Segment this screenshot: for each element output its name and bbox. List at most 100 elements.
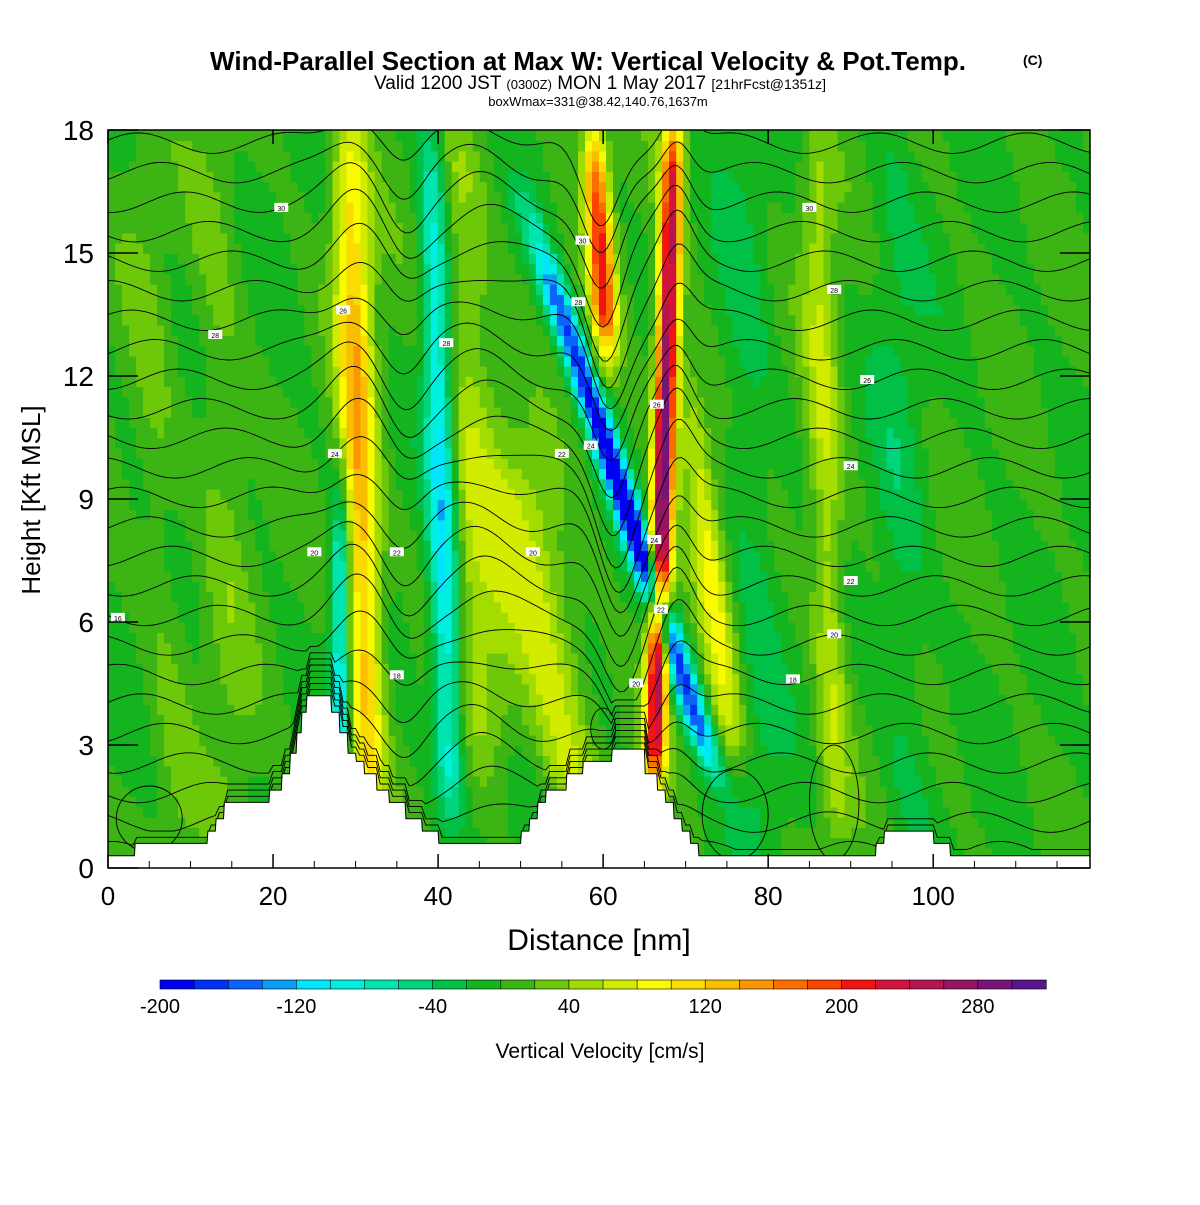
velocity-cell — [276, 529, 285, 541]
velocity-cell — [290, 314, 299, 326]
velocity-cell — [283, 191, 292, 203]
velocity-cell — [178, 201, 186, 213]
velocity-cell — [388, 232, 397, 244]
velocity-cell — [136, 171, 144, 183]
velocity-cell — [381, 253, 390, 265]
velocity-cell — [409, 355, 418, 367]
velocity-cell — [171, 488, 179, 500]
velocity-cell — [528, 488, 537, 500]
velocity-cell — [220, 396, 228, 408]
velocity-cell — [549, 150, 558, 162]
velocity-cell — [549, 365, 558, 377]
velocity-cell — [535, 150, 544, 162]
velocity-cell — [416, 642, 425, 654]
velocity-cell — [381, 160, 390, 172]
velocity-cell — [542, 160, 551, 172]
velocity-cell — [255, 745, 264, 757]
velocity-cell — [178, 775, 186, 787]
velocity-cell — [507, 345, 516, 357]
velocity-cell — [486, 652, 495, 664]
velocity-cell — [192, 201, 200, 213]
velocity-cell — [311, 570, 320, 582]
velocity-cell — [241, 550, 250, 562]
velocity-cell — [220, 283, 228, 295]
velocity-cell — [122, 150, 130, 162]
velocity-cell — [395, 253, 404, 265]
velocity-cell — [402, 427, 411, 439]
velocity-cell — [585, 171, 593, 183]
velocity-cell — [388, 775, 397, 787]
velocity-cell — [549, 693, 558, 705]
velocity-cell — [353, 181, 362, 193]
velocity-cell — [542, 171, 551, 183]
velocity-cell — [514, 499, 523, 511]
velocity-cell — [493, 622, 502, 634]
velocity-cell — [465, 222, 474, 234]
velocity-cell — [164, 683, 172, 695]
velocity-cell — [269, 242, 278, 254]
velocity-cell — [585, 222, 593, 234]
velocity-cell — [578, 458, 586, 470]
velocity-cell — [248, 242, 257, 254]
velocity-cell — [472, 581, 481, 593]
velocity-cell — [304, 499, 313, 511]
velocity-cell — [458, 191, 467, 203]
velocity-cell — [185, 427, 193, 439]
velocity-cell — [199, 283, 207, 295]
velocity-cell — [276, 427, 285, 439]
velocity-cell — [570, 253, 579, 265]
velocity-cell — [318, 283, 327, 295]
velocity-cell — [556, 181, 565, 193]
velocity-cell — [297, 632, 306, 644]
velocity-cell — [311, 611, 320, 623]
velocity-cell — [451, 355, 460, 367]
velocity-cell — [185, 550, 193, 562]
velocity-cell — [297, 437, 306, 449]
velocity-cell — [234, 724, 243, 736]
velocity-cell — [318, 652, 327, 664]
velocity-cell — [500, 376, 509, 388]
velocity-cell — [129, 458, 137, 470]
velocity-cell — [556, 704, 565, 716]
velocity-cell — [507, 642, 516, 654]
velocity-cell — [437, 283, 446, 295]
velocity-cell — [500, 488, 509, 500]
velocity-cell — [325, 509, 334, 521]
velocity-cell — [129, 386, 137, 398]
velocity-cell — [227, 263, 235, 275]
velocity-cell — [570, 499, 579, 511]
velocity-cell — [311, 581, 320, 593]
velocity-cell — [465, 232, 474, 244]
velocity-cell — [409, 417, 418, 429]
velocity-cell — [409, 386, 418, 398]
velocity-cell — [234, 160, 243, 172]
velocity-cell — [269, 253, 278, 265]
velocity-cell — [563, 519, 572, 531]
velocity-cell — [542, 601, 551, 613]
velocity-cell — [381, 652, 390, 664]
velocity-cell — [423, 386, 432, 398]
velocity-cell — [381, 529, 390, 541]
velocity-cell — [157, 806, 165, 818]
velocity-cell — [500, 396, 509, 408]
velocity-cell — [192, 827, 200, 839]
velocity-cell — [493, 663, 502, 675]
velocity-cell — [122, 273, 130, 285]
velocity-cell — [570, 714, 579, 726]
velocity-cell — [339, 704, 348, 716]
velocity-cell — [220, 775, 228, 787]
velocity-cell — [479, 581, 488, 593]
velocity-cell — [395, 242, 404, 254]
velocity-cell — [374, 540, 383, 552]
velocity-cell — [570, 324, 579, 336]
velocity-cell — [549, 673, 558, 685]
velocity-cell — [122, 581, 130, 593]
velocity-cell — [444, 253, 453, 265]
velocity-cell — [402, 570, 411, 582]
velocity-cell — [227, 468, 235, 480]
velocity-cell — [528, 396, 537, 408]
velocity-cell — [234, 263, 243, 275]
velocity-cell — [507, 755, 516, 767]
velocity-cell — [458, 673, 467, 685]
velocity-cell — [444, 806, 453, 818]
